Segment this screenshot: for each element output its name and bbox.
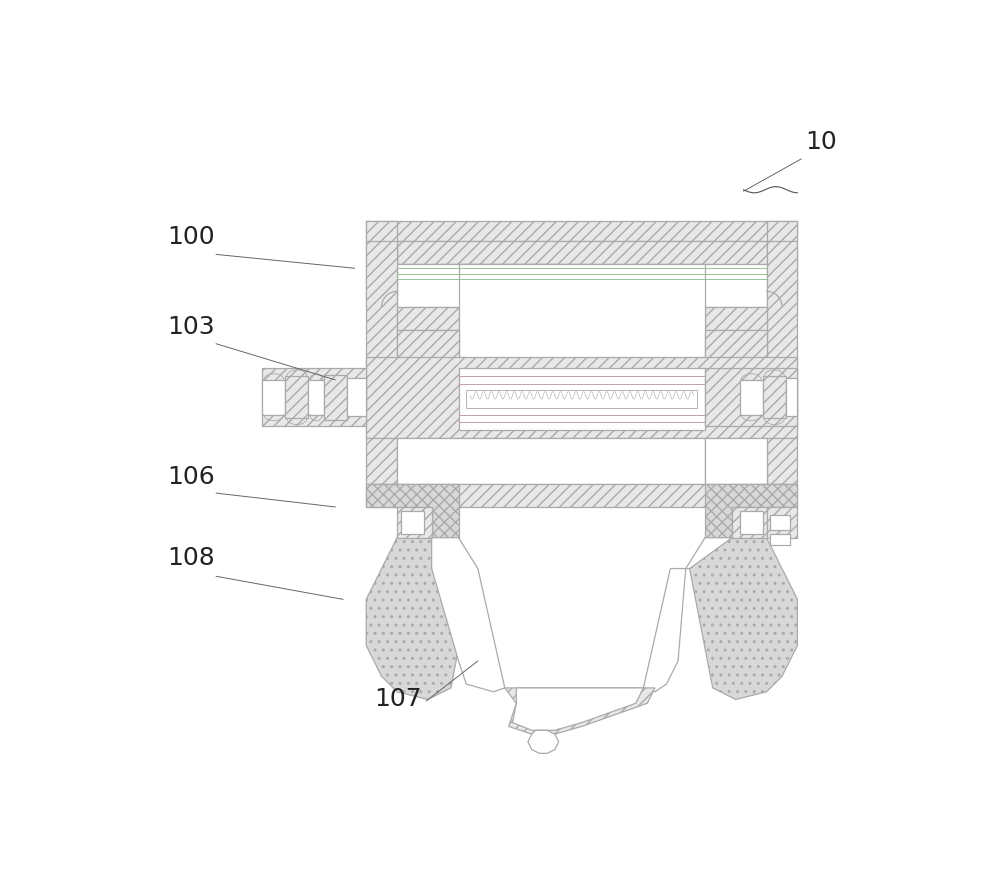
- Polygon shape: [767, 438, 797, 484]
- Polygon shape: [705, 329, 767, 438]
- Text: 108: 108: [168, 546, 215, 570]
- Polygon shape: [285, 376, 308, 418]
- Text: 10: 10: [805, 130, 837, 154]
- Polygon shape: [767, 242, 797, 438]
- Polygon shape: [397, 507, 432, 538]
- Polygon shape: [366, 357, 797, 438]
- Polygon shape: [397, 306, 459, 329]
- Polygon shape: [397, 265, 767, 306]
- Polygon shape: [366, 484, 459, 538]
- Polygon shape: [397, 438, 705, 484]
- Text: 103: 103: [168, 314, 215, 338]
- Polygon shape: [770, 534, 790, 545]
- Polygon shape: [770, 515, 790, 530]
- Text: 107: 107: [374, 686, 422, 710]
- Polygon shape: [767, 220, 797, 306]
- Polygon shape: [397, 329, 459, 438]
- Text: 106: 106: [168, 464, 215, 489]
- Polygon shape: [690, 538, 797, 700]
- Polygon shape: [740, 511, 763, 534]
- Polygon shape: [262, 369, 366, 426]
- Polygon shape: [740, 380, 763, 415]
- Polygon shape: [732, 507, 767, 538]
- Polygon shape: [763, 376, 786, 418]
- Polygon shape: [324, 375, 347, 420]
- Polygon shape: [432, 538, 505, 692]
- Polygon shape: [512, 688, 643, 730]
- Polygon shape: [347, 378, 366, 416]
- Polygon shape: [366, 438, 397, 484]
- Polygon shape: [366, 242, 397, 438]
- Polygon shape: [401, 511, 424, 534]
- Polygon shape: [705, 438, 767, 484]
- Polygon shape: [262, 380, 285, 415]
- Polygon shape: [786, 378, 797, 416]
- Polygon shape: [397, 242, 767, 265]
- Polygon shape: [767, 507, 797, 538]
- Polygon shape: [366, 220, 797, 242]
- Polygon shape: [705, 369, 797, 426]
- Polygon shape: [366, 484, 797, 507]
- Polygon shape: [308, 380, 324, 415]
- Polygon shape: [705, 306, 767, 329]
- Polygon shape: [366, 538, 474, 700]
- Polygon shape: [705, 484, 797, 538]
- Polygon shape: [459, 265, 705, 438]
- Polygon shape: [528, 730, 559, 753]
- Text: 100: 100: [168, 225, 215, 249]
- Polygon shape: [505, 688, 655, 734]
- Polygon shape: [643, 538, 732, 692]
- Polygon shape: [366, 220, 397, 306]
- Polygon shape: [397, 265, 559, 272]
- Polygon shape: [459, 369, 705, 430]
